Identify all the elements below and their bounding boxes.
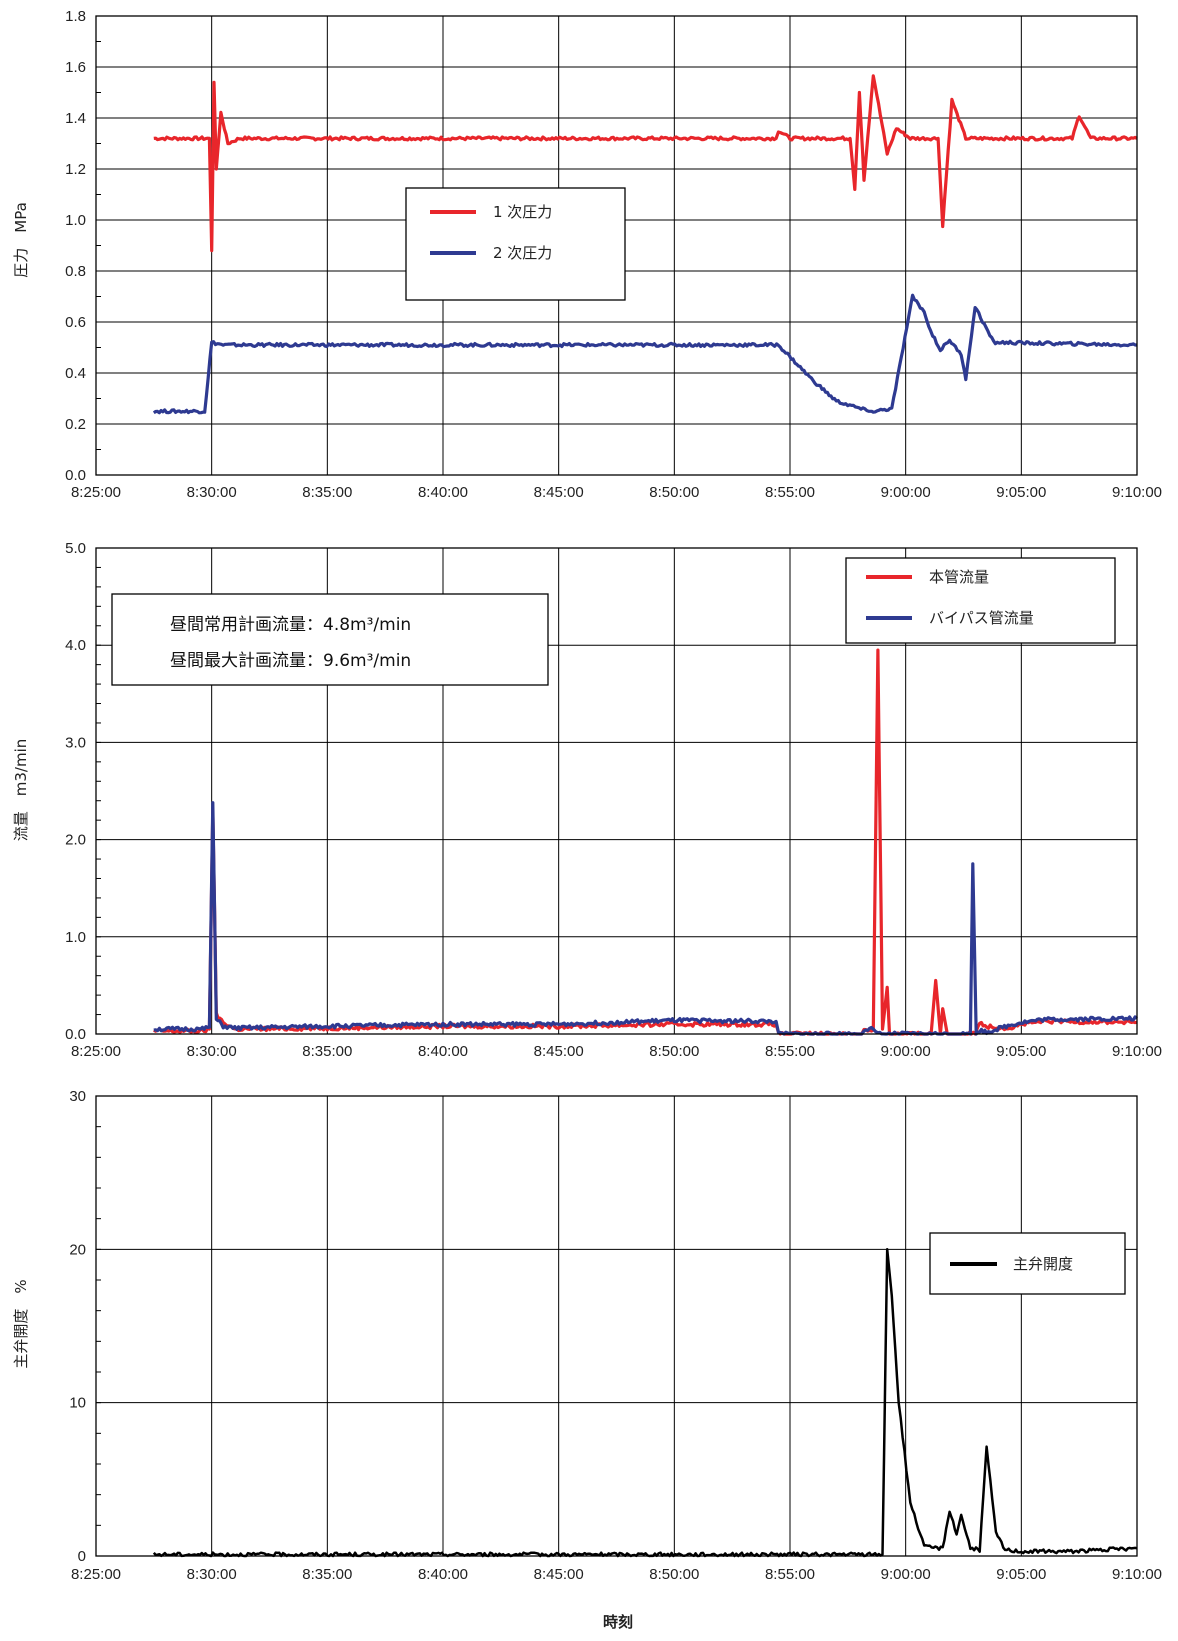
pressure-y-tick-label: 1.4 [65, 110, 86, 127]
flow-annotation-frame [111, 593, 549, 686]
valve-x-tick-label: 8:35:00 [302, 1566, 352, 1583]
flow-plot-frame [95, 547, 1138, 1035]
flow-y-ticks: 0.0 1.0 2.0 3.0 4.0 5.0 [65, 540, 86, 1043]
pressure-series-line-1 [153, 74, 1138, 253]
pressure-y-tick-label: 0.4 [65, 365, 86, 382]
legend-label-main-pipe-flow: 本管流量 [929, 568, 989, 586]
pressure-series [152, 74, 1138, 415]
flow-y-tick-label: 5.0 [65, 540, 86, 557]
valve-x-tick-label: 8:45:00 [534, 1566, 584, 1583]
legend-label-bypass-flow: バイパス管流量 [929, 609, 1034, 627]
valve-x-tick-label: 8:50:00 [649, 1566, 699, 1583]
pressure-x-tick-label: 8:35:00 [302, 484, 352, 501]
valve-y-ticks: 0 10 20 30 [69, 1088, 86, 1565]
pressure-y-tick-label: 0.6 [65, 314, 86, 331]
valve-y-axis-label: 主弁開度 % [12, 1279, 30, 1368]
pressure-y-axis-label: 圧力 MPa [12, 202, 30, 278]
valve-y-tick-label: 30 [69, 1088, 86, 1105]
pressure-x-ticks: 8:25:00 8:30:00 8:35:00 8:40:00 8:45:00 8:50:… [71, 484, 1162, 501]
legend-label-primary-pressure: 1 次圧力 [493, 203, 552, 221]
flow-x-tick-label: 8:35:00 [302, 1043, 352, 1060]
valve-x-tick-label: 8:40:00 [418, 1566, 468, 1583]
pressure-y-ticks: 0.0 0.2 0.4 0.6 0.8 1.0 1.2 1.4 1.6 1.8 [65, 8, 86, 484]
valve-x-tick-label: 8:25:00 [71, 1566, 121, 1583]
flow-x-tick-label: 8:40:00 [418, 1043, 468, 1060]
flow-y-tick-label: 2.0 [65, 832, 86, 849]
valve-x-tick-label: 8:55:00 [765, 1566, 815, 1583]
flow-series [153, 648, 1138, 1036]
flow-annotation-box: 昼間常用計画流量：4.8m³/min 昼間最大計画流量：9.6m³/min [111, 593, 549, 686]
pressure-y-tick-label: 0.8 [65, 263, 86, 280]
pressure-legend-box [405, 187, 626, 301]
valve-series [152, 1248, 1138, 1558]
valve-legend: 主弁開度 [929, 1232, 1126, 1295]
flow-x-tick-label: 9:10:00 [1112, 1043, 1162, 1060]
flow-y-tick-label: 4.0 [65, 637, 86, 654]
pressure-plot-frame [95, 15, 1138, 476]
flow-legend: 本管流量 バイパス管流量 [845, 557, 1116, 644]
flow-x-tick-label: 8:55:00 [765, 1043, 815, 1060]
flow-x-tick-label: 9:00:00 [881, 1043, 931, 1060]
legend-label-main-valve-opening: 主弁開度 [1013, 1255, 1073, 1273]
valve-y-tick-label: 10 [69, 1395, 86, 1412]
valve-x-tick-label: 8:30:00 [187, 1566, 237, 1583]
flow-x-tick-label: 9:05:00 [996, 1043, 1046, 1060]
pressure-series-line-2 [152, 293, 1137, 415]
pressure-x-tick-label: 8:45:00 [534, 484, 584, 501]
valve-y-tick-label: 0 [78, 1548, 86, 1565]
valve-x-tick-label: 9:00:00 [881, 1566, 931, 1583]
valve-x-tick-label: 9:05:00 [996, 1566, 1046, 1583]
flow-y-tick-label: 1.0 [65, 929, 86, 946]
valve-y-tick-label: 20 [69, 1241, 86, 1258]
flow-chart: 0.0 1.0 2.0 3.0 4.0 5.0 8:25:00 8:30:00 8:35:00… [12, 540, 1162, 1060]
pressure-y-tick-label: 1.2 [65, 161, 86, 178]
valve-x-ticks: 8:25:00 8:30:00 8:35:00 8:40:00 8:45:00 8:50:… [71, 1566, 1162, 1583]
time-x-axis-label: 時刻 [603, 1613, 633, 1631]
pressure-legend: 1 次圧力 2 次圧力 [405, 187, 626, 301]
pressure-x-tick-label: 9:10:00 [1112, 484, 1162, 501]
flow-series-line-1 [153, 648, 1138, 1036]
pressure-y-tick-label: 1.8 [65, 8, 86, 25]
pressure-x-tick-label: 8:25:00 [71, 484, 121, 501]
daytime-normal-flow-note: 昼間常用計画流量：4.8m³/min [170, 615, 411, 635]
pressure-x-tick-label: 9:00:00 [881, 484, 931, 501]
flow-x-tick-label: 8:25:00 [71, 1043, 121, 1060]
flow-legend-box [845, 557, 1116, 644]
flow-x-tick-label: 8:45:00 [534, 1043, 584, 1060]
flow-y-tick-label: 3.0 [65, 734, 86, 751]
legend-label-secondary-pressure: 2 次圧力 [493, 244, 552, 262]
pressure-y-tick-label: 0.2 [65, 416, 86, 433]
flow-y-tick-label: 0.0 [65, 1026, 86, 1043]
pressure-x-tick-label: 9:05:00 [996, 484, 1046, 501]
flow-x-tick-label: 8:30:00 [187, 1043, 237, 1060]
valve-series-line-1 [152, 1248, 1138, 1558]
flow-x-ticks: 8:25:00 8:30:00 8:35:00 8:40:00 8:45:00 8:50:… [71, 1043, 1162, 1060]
valve-plot-frame [95, 1095, 1138, 1557]
daytime-max-flow-note: 昼間最大計画流量：9.6m³/min [170, 651, 411, 671]
pressure-x-tick-label: 8:50:00 [649, 484, 699, 501]
flow-x-tick-label: 8:50:00 [649, 1043, 699, 1060]
pressure-y-tick-label: 0.0 [65, 467, 86, 484]
pressure-chart: 0.00.20.40.60.81.01.21.41.61.8 8:25:00 8:… [12, 8, 1162, 501]
pressure-y-tick-label: 1.6 [65, 59, 86, 76]
flow-y-axis-label: 流量 m3/min [12, 739, 30, 842]
pressure-y-tick-label: 1.0 [65, 212, 86, 229]
flow-series-line-2 [153, 801, 1138, 1036]
pressure-x-tick-label: 8:55:00 [765, 484, 815, 501]
valve-x-tick-label: 9:10:00 [1112, 1566, 1162, 1583]
pressure-x-tick-label: 8:40:00 [418, 484, 468, 501]
pressure-x-tick-label: 8:30:00 [187, 484, 237, 501]
valve-opening-chart: 0 10 20 30 8:25:00 8:30:00 8:35:00 8:40:00 8:45… [12, 1088, 1162, 1631]
valve-grid [96, 1096, 1137, 1557]
